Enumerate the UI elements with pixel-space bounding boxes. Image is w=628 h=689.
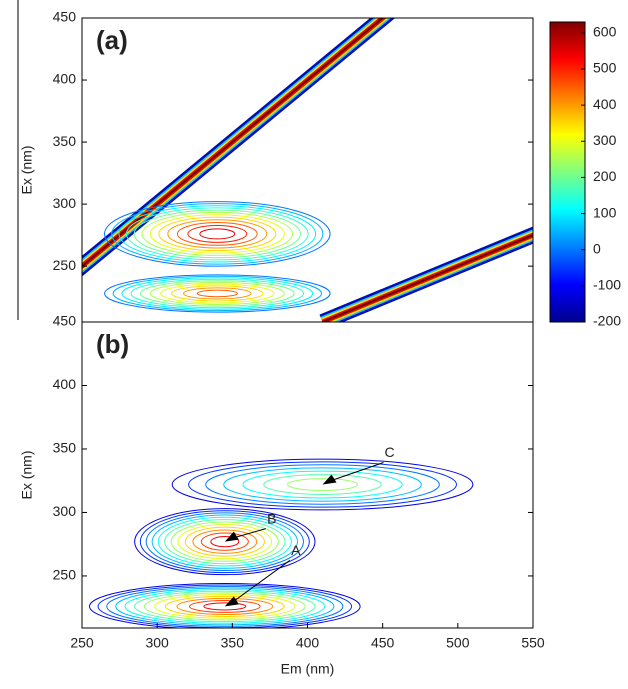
- contour-line: [199, 228, 236, 240]
- y-tick-label: 250: [53, 567, 77, 583]
- contour-line: [177, 524, 273, 560]
- contour-line: [187, 224, 248, 243]
- contour-line: [115, 587, 335, 626]
- scatter-band: [82, 18, 385, 268]
- contour-line: [210, 536, 240, 548]
- colorbar: [549, 21, 586, 323]
- contour-line: [223, 467, 422, 502]
- contour-line: [141, 211, 294, 256]
- x-tick-label: 300: [145, 635, 169, 651]
- contour-line: [121, 277, 314, 310]
- contour-line: [164, 519, 286, 565]
- y-tick-label: 250: [53, 257, 77, 273]
- arrow-line: [328, 462, 384, 482]
- contour-line: [130, 278, 305, 309]
- y-tick-label: 450: [53, 9, 77, 25]
- contour-line: [167, 219, 268, 249]
- contour-line: [139, 510, 310, 574]
- panel-label: (b): [96, 329, 129, 359]
- contour-line: [104, 274, 331, 313]
- contour-line: [149, 214, 285, 254]
- contour-line: [158, 216, 277, 252]
- colorbar-tick-label: 0: [593, 240, 601, 256]
- contour-line: [196, 289, 238, 298]
- axes-box: [81, 17, 534, 323]
- y-tick-label: 300: [53, 195, 77, 211]
- colorbar-tick-label: 300: [593, 132, 617, 148]
- contour-line: [160, 283, 275, 304]
- peak-label: C: [384, 444, 394, 460]
- colorbar-tick-label: 600: [593, 24, 617, 40]
- contour-line: [154, 594, 296, 619]
- contour-line: [200, 532, 249, 551]
- colorbar-tick-label: -200: [593, 313, 621, 329]
- contour-line: [134, 590, 316, 623]
- contour-line: [189, 599, 261, 613]
- x-tick-label: 400: [296, 635, 320, 651]
- contour-line: [125, 207, 309, 261]
- contour-line: [106, 585, 344, 627]
- x-tick-label: 450: [371, 635, 395, 651]
- contour-line: [171, 285, 264, 302]
- contour-line: [104, 201, 331, 267]
- contour-line: [192, 529, 258, 554]
- contour-line: [205, 464, 440, 505]
- contour-line: [287, 478, 358, 491]
- y-tick-label: 400: [53, 376, 77, 392]
- contour-line: [151, 514, 299, 569]
- contour-line: [203, 602, 247, 611]
- contour-line: [134, 508, 316, 576]
- x-tick-label: 350: [221, 635, 245, 651]
- peak-label: A: [291, 542, 301, 558]
- y-axis-label: Ex (nm): [19, 451, 35, 500]
- contour-line: [111, 203, 324, 265]
- colorbar-tick-label: 400: [593, 96, 617, 112]
- y-tick-label: 450: [53, 313, 77, 329]
- arrow-head: [224, 596, 239, 607]
- contour-line: [171, 458, 474, 511]
- contour-line: [242, 470, 403, 499]
- contour-line: [118, 205, 317, 263]
- contour-line: [124, 589, 326, 624]
- plot-area: [82, 18, 533, 322]
- contour-line: [176, 597, 274, 615]
- colorbar-tick-label: -100: [593, 277, 621, 293]
- contour-line: [176, 221, 258, 246]
- y-tick-label: 400: [53, 71, 77, 87]
- contour-line: [183, 287, 252, 300]
- colorbar-tick-label: 100: [593, 204, 617, 220]
- contour-line: [89, 583, 361, 628]
- x-tick-label: 250: [70, 635, 94, 651]
- x-tick-label: 500: [446, 635, 470, 651]
- y-tick-label: 300: [53, 503, 77, 519]
- colorbar-tick-label: 200: [593, 168, 617, 184]
- scatter-band: [322, 234, 533, 322]
- y-tick-label: 350: [53, 133, 77, 149]
- x-axis-label: Em (nm): [281, 661, 335, 677]
- contour-line: [145, 512, 304, 571]
- peak-label: B: [267, 510, 276, 526]
- panel-label: (a): [96, 25, 128, 55]
- y-tick-label: 350: [53, 440, 77, 456]
- contour-line: [164, 595, 285, 617]
- y-axis-label: Ex (nm): [19, 146, 35, 195]
- x-tick-label: 550: [521, 635, 545, 651]
- contour-line: [143, 592, 306, 621]
- contour-line: [170, 521, 279, 562]
- arrow-head: [224, 531, 239, 542]
- plot-area: [89, 458, 474, 628]
- colorbar-tick-label: 500: [593, 60, 617, 76]
- contour-line: [263, 474, 382, 495]
- contour-line: [188, 461, 457, 508]
- contour-line: [184, 526, 265, 557]
- arrow-line: [230, 560, 291, 604]
- contour-line: [133, 209, 301, 259]
- contour-line: [157, 516, 292, 567]
- contour-line: [112, 275, 322, 312]
- contour-line: [139, 280, 295, 307]
- contour-line: [149, 281, 285, 306]
- arrow-head: [322, 474, 337, 485]
